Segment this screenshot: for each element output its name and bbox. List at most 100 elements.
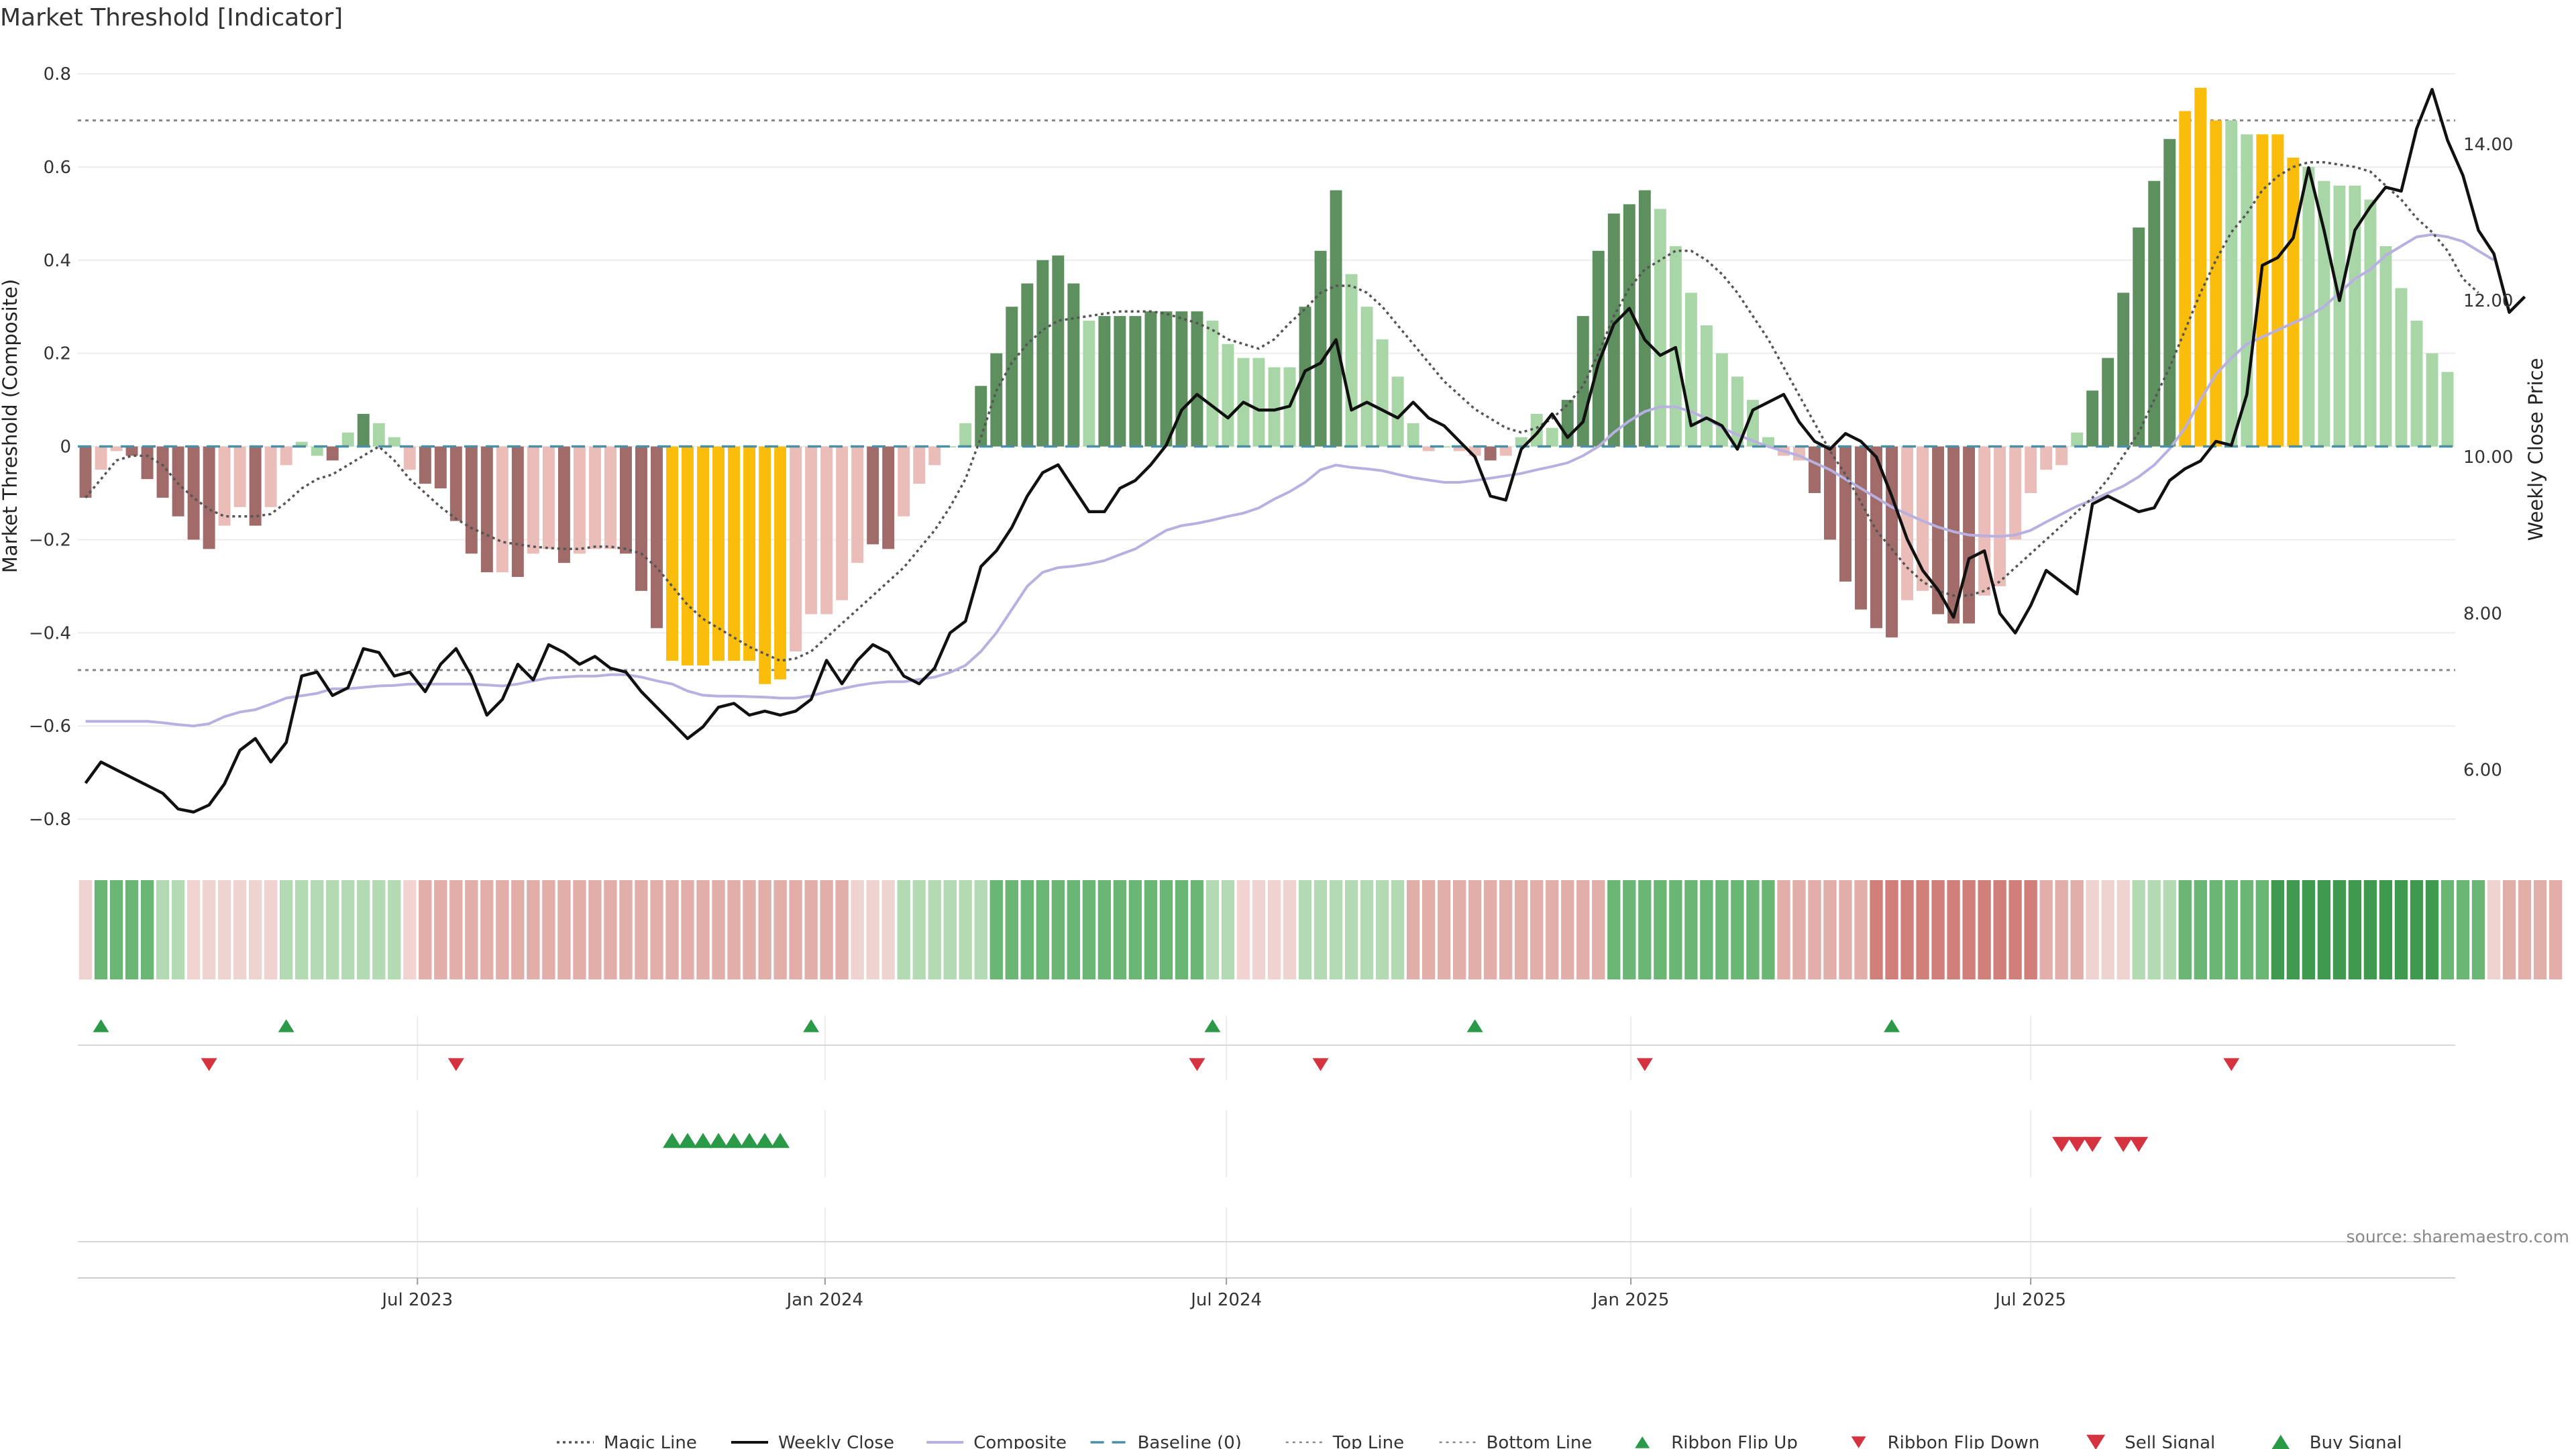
composite-bar — [372, 423, 385, 447]
ribbon-cell — [1283, 880, 1297, 979]
ribbon-cell — [2440, 880, 2455, 979]
ribbon-cell — [202, 880, 216, 979]
composite-bar — [280, 446, 292, 466]
ribbon-cell — [1823, 880, 1837, 979]
ribbon-cell — [928, 880, 941, 979]
legend-label: Buy Signal — [2310, 1433, 2402, 1449]
composite-bar — [588, 446, 601, 549]
composite-bar — [1175, 311, 1188, 447]
buy-signal-marker — [740, 1132, 759, 1148]
sell-signal-marker — [2114, 1136, 2133, 1152]
composite-bar — [1052, 255, 1065, 447]
composite-bar — [1314, 250, 1327, 447]
y-tick-label: 0.4 — [44, 251, 71, 271]
ribbon-cell — [109, 880, 123, 979]
composite-bar — [851, 446, 864, 564]
composite-bar — [341, 432, 354, 447]
ribbon-cell — [1931, 880, 1945, 979]
composite-bar — [1499, 446, 1512, 456]
buy-signal-marker — [771, 1132, 790, 1148]
ribbon-cell — [186, 880, 201, 979]
buy-signal-marker — [724, 1132, 744, 1148]
ribbon-cell — [881, 880, 895, 979]
ribbon-cell — [1036, 880, 1049, 979]
ribbon-cell — [681, 880, 694, 979]
ribbon-cell — [912, 880, 926, 979]
composite-bar — [882, 446, 895, 549]
composite-bar — [434, 446, 447, 489]
ribbon-flip-up-marker — [1466, 1019, 1483, 1032]
composite-bar — [573, 446, 586, 554]
composite-bar — [1823, 446, 1836, 540]
composite-bar — [2271, 134, 2284, 447]
ribbon-cell — [1437, 880, 1451, 979]
composite-bar — [651, 446, 663, 629]
ribbon-cell — [125, 880, 139, 979]
ribbon-cell — [2471, 880, 2485, 979]
ribbon-cell — [1344, 880, 1358, 979]
ribbon-cell — [341, 880, 355, 979]
composite-bar — [1917, 446, 1929, 591]
threshold-lines — [78, 119, 2455, 672]
legend-swatch — [2271, 1434, 2290, 1449]
composite-bar — [619, 446, 632, 554]
y-tick-label: −0.4 — [29, 623, 71, 643]
ribbon-cell — [1978, 880, 1991, 979]
ribbon-flip-up-marker — [803, 1019, 820, 1032]
y2-tick-label: 10.00 — [2463, 447, 2513, 468]
x-tick-label: Jul 2025 — [1994, 1290, 2066, 1310]
ribbon-cell — [78, 880, 93, 979]
composite-bar — [326, 446, 339, 461]
ribbon-cell — [156, 880, 170, 979]
magic-line — [85, 161, 2479, 662]
ribbon-cell — [264, 880, 278, 979]
y-tick-label: −0.8 — [29, 810, 71, 830]
ribbon-cell — [1159, 880, 1173, 979]
ribbon-cell — [1499, 880, 1513, 979]
composite-bar — [1808, 446, 1821, 493]
ribbon-cell — [1870, 880, 1883, 979]
composite-bar — [2426, 353, 2438, 447]
y-tick-label: −0.2 — [29, 530, 71, 550]
ribbon-cell — [326, 880, 339, 979]
ribbon-flip-down-marker — [1189, 1058, 1205, 1071]
ribbon-cell — [712, 880, 725, 979]
composite-bar — [1561, 400, 1574, 447]
composite-bar — [2256, 134, 2269, 447]
composite-bar — [1129, 316, 1142, 447]
ribbon-cell — [1128, 880, 1142, 979]
ribbon-cell — [2456, 880, 2470, 979]
ribbon-cell — [1592, 880, 1605, 979]
ribbon-cell — [1947, 880, 1960, 979]
ribbon-cell — [573, 880, 586, 979]
ribbon-cell — [1190, 880, 1204, 979]
ribbon-cell — [1962, 880, 1976, 979]
composite-bar — [2364, 199, 2377, 447]
composite-bar — [1114, 316, 1126, 447]
ribbon-cell — [1623, 880, 1636, 979]
ribbon-cell — [527, 880, 540, 979]
ribbon-cell — [480, 880, 494, 979]
ribbon-cell — [2518, 880, 2532, 979]
composite-bar — [1036, 260, 1049, 447]
y2-tick-label: 6.00 — [2463, 761, 2502, 781]
composite-bar — [295, 441, 308, 447]
composite-bar — [218, 446, 231, 526]
ribbon-cell — [2487, 880, 2501, 979]
composite-bar — [1144, 311, 1157, 447]
ribbon-cell — [2425, 880, 2439, 979]
composite-bar — [1391, 376, 1404, 447]
buy-signal-marker — [678, 1132, 698, 1148]
composite-bar — [419, 446, 431, 484]
weekly-close-line — [84, 88, 2526, 814]
composite-bar — [1484, 446, 1497, 461]
ribbon-cell — [588, 880, 602, 979]
ribbon-cell — [542, 880, 555, 979]
ribbon-cell — [2348, 880, 2362, 979]
ribbon-cell — [1746, 880, 1760, 979]
y-tick-label: 0 — [60, 437, 71, 458]
ribbon-cell — [171, 880, 185, 979]
ribbon-cell — [2533, 880, 2547, 979]
ribbon-cell — [434, 880, 447, 979]
ribbon-cell — [789, 880, 802, 979]
